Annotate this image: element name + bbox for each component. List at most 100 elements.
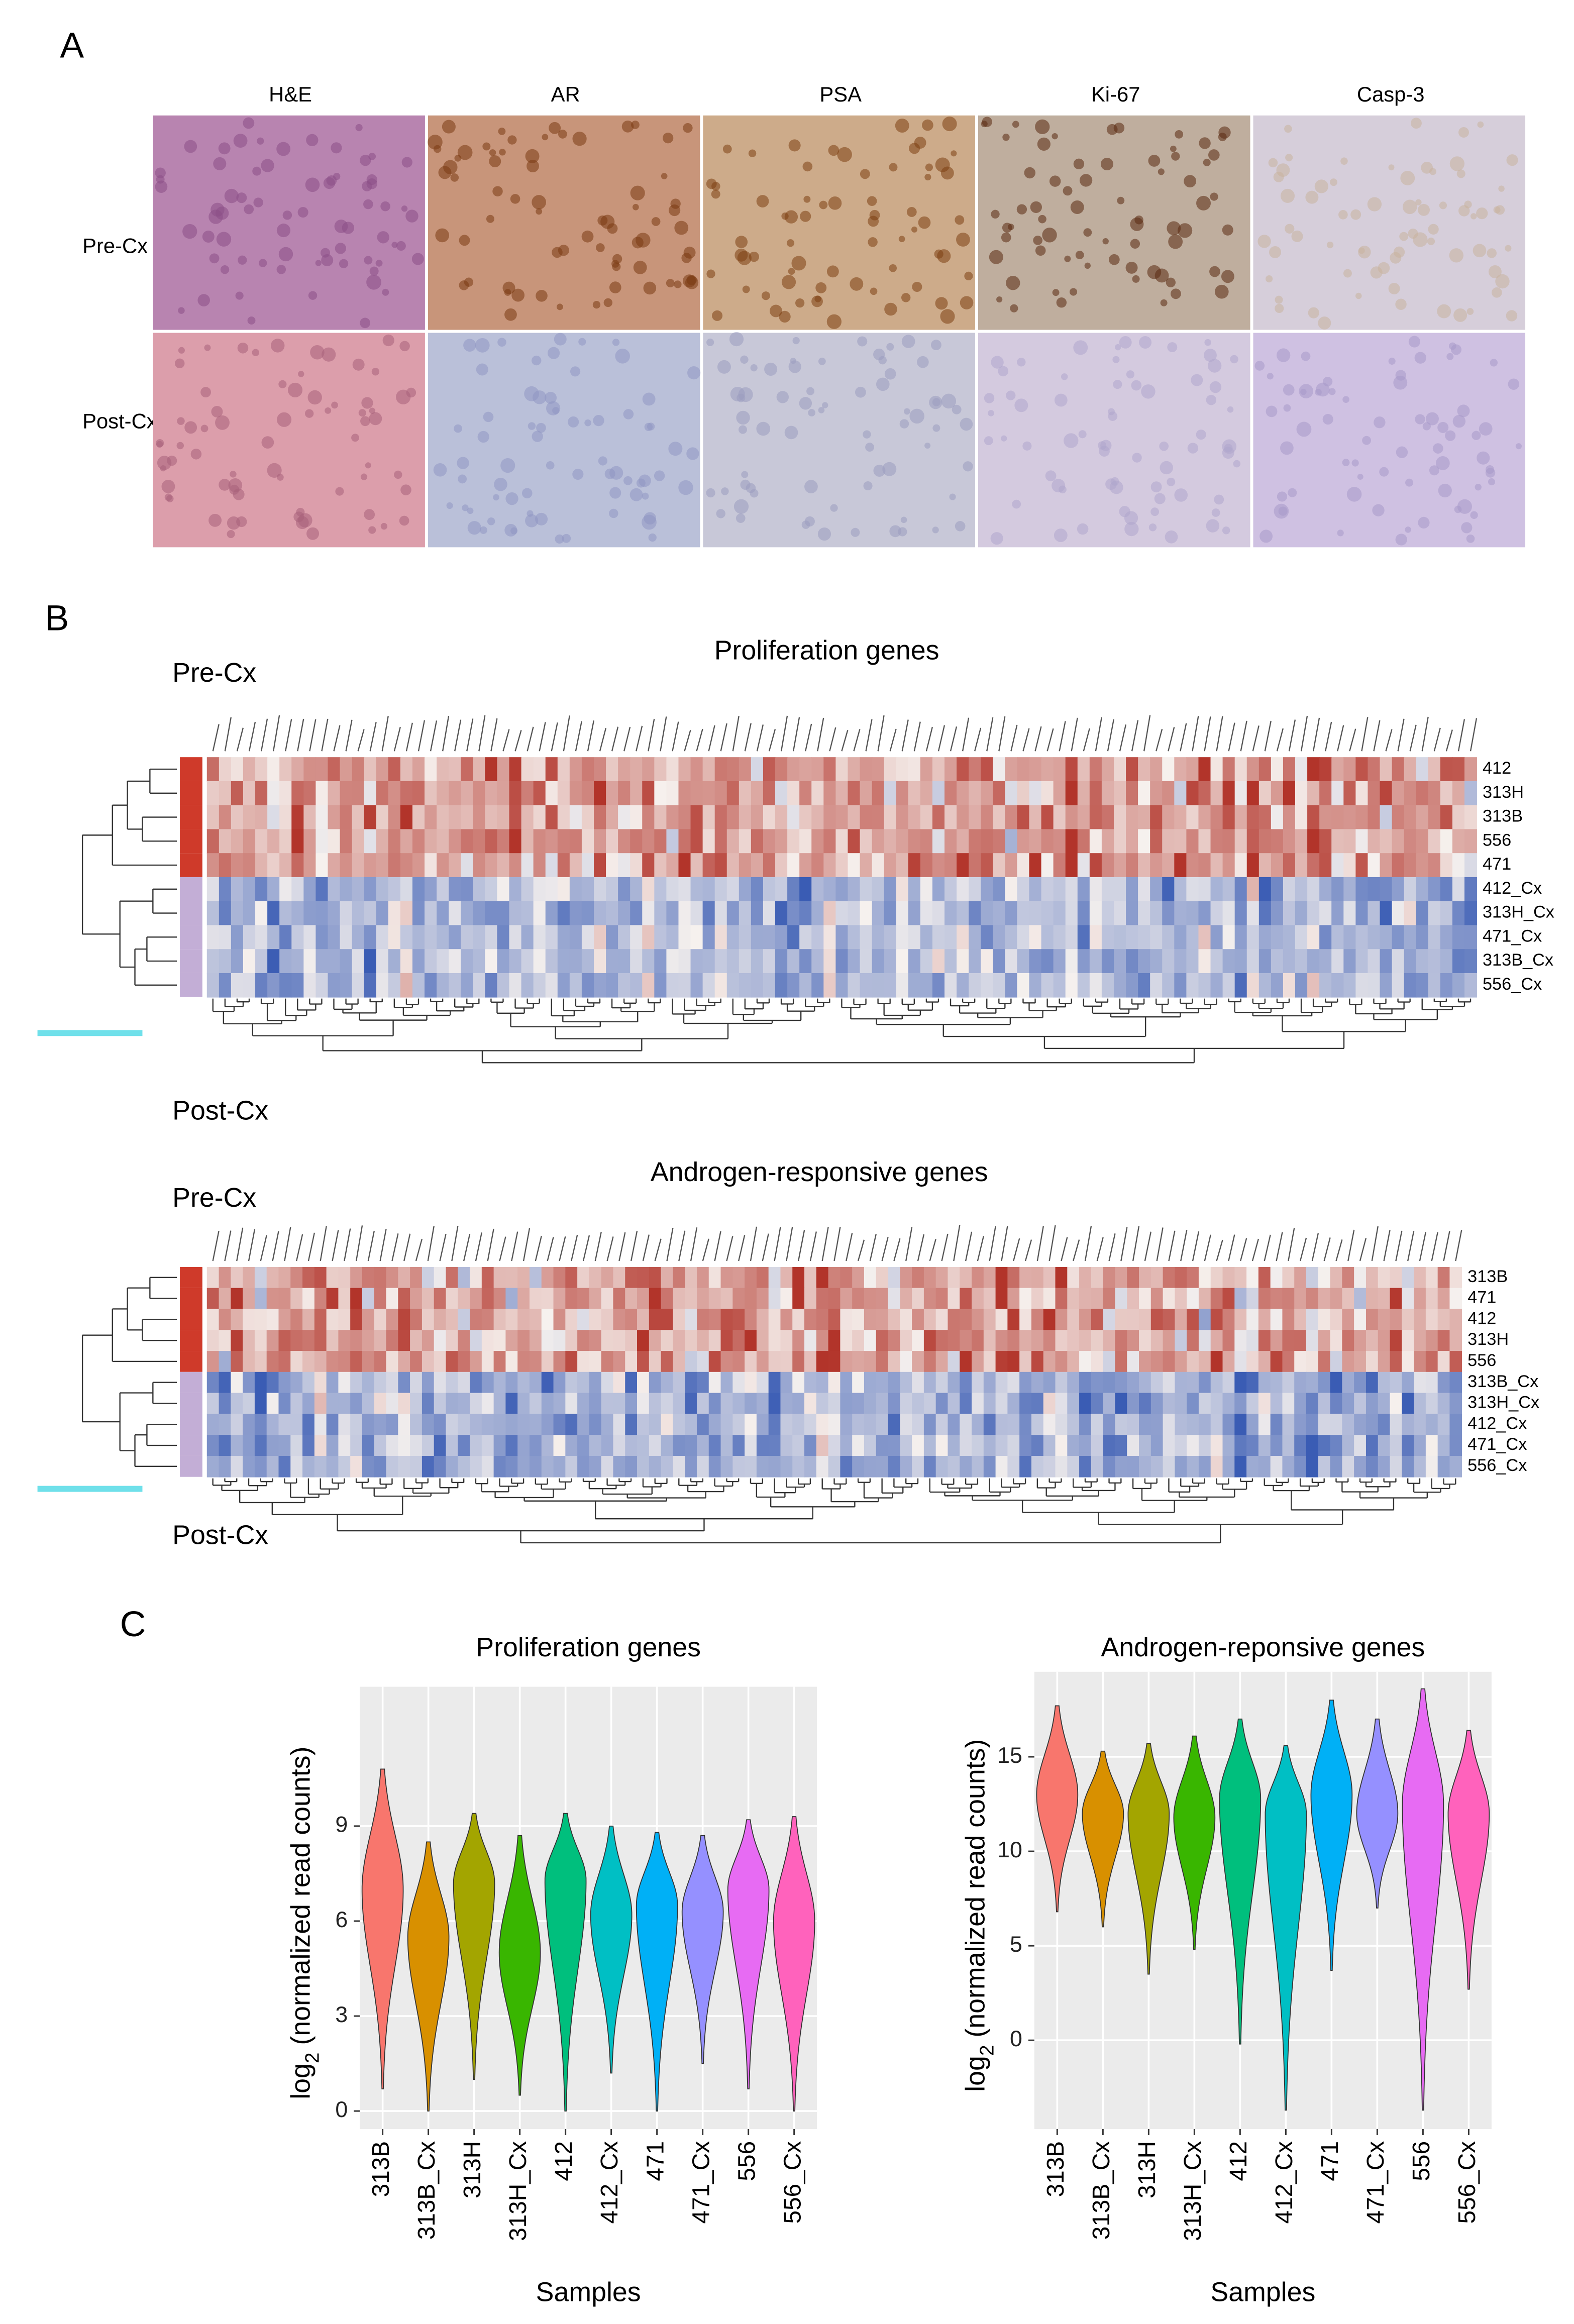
nucleus bbox=[568, 416, 579, 428]
nucleus bbox=[1466, 308, 1474, 315]
heatmap-cell bbox=[960, 1351, 972, 1372]
heatmap-cell bbox=[1271, 925, 1284, 950]
heatmap-cell bbox=[1294, 1371, 1307, 1394]
heatmap-cell bbox=[338, 1288, 351, 1310]
heatmap-cell bbox=[1319, 781, 1332, 806]
heatmap-cell bbox=[780, 1351, 793, 1372]
heatmap-cell bbox=[589, 1371, 602, 1394]
nucleus bbox=[633, 260, 647, 274]
gene-name-mark bbox=[563, 715, 570, 752]
heatmap-cell bbox=[908, 781, 921, 806]
heatmap-cell bbox=[362, 1351, 375, 1372]
heatmap-cell bbox=[1319, 757, 1332, 782]
nucleus bbox=[572, 468, 584, 480]
nucleus bbox=[804, 516, 815, 527]
heatmap-cell bbox=[422, 1266, 435, 1289]
heatmap-cell bbox=[840, 1393, 853, 1415]
heatmap-cell bbox=[581, 901, 594, 926]
heatmap-cell bbox=[1306, 1266, 1319, 1289]
heatmap-cell bbox=[278, 1414, 291, 1436]
nucleus bbox=[411, 253, 424, 265]
heatmap-cell bbox=[1053, 757, 1066, 782]
heatmap-cell bbox=[1187, 1393, 1199, 1415]
heatmap-cell bbox=[340, 949, 353, 974]
heatmap-cell bbox=[1246, 1371, 1259, 1394]
gene-name-mark bbox=[678, 1230, 686, 1261]
heatmap-cell bbox=[606, 853, 619, 878]
violin bbox=[590, 1825, 633, 2074]
heatmap-cell bbox=[533, 757, 546, 782]
heatmap-cell bbox=[517, 1371, 530, 1394]
heatmap-cell bbox=[1077, 901, 1090, 926]
heatmap-cell bbox=[923, 1351, 936, 1372]
heatmap-cell bbox=[400, 757, 413, 782]
nucleus bbox=[901, 335, 915, 348]
gene-name-mark bbox=[272, 715, 280, 752]
heatmap-cell bbox=[1355, 757, 1369, 782]
heatmap-cell bbox=[900, 1309, 912, 1331]
heatmap-cell bbox=[654, 781, 667, 806]
heatmap-cell bbox=[763, 901, 776, 926]
heatmap-cell bbox=[398, 1309, 411, 1331]
heatmap-cell bbox=[398, 1330, 411, 1351]
heatmap-cell bbox=[957, 901, 970, 926]
heatmap-cell bbox=[690, 757, 703, 782]
heatmap-cell bbox=[1437, 1414, 1450, 1436]
heatmap-cell bbox=[957, 877, 970, 902]
gene-name-mark bbox=[1276, 728, 1284, 752]
heatmap-cell bbox=[473, 949, 486, 974]
heatmap-cell bbox=[673, 1351, 686, 1372]
group-bar bbox=[180, 877, 202, 901]
heatmap-cell bbox=[661, 1414, 674, 1436]
heatmap-cell bbox=[1331, 781, 1344, 806]
gene-name-mark bbox=[974, 727, 982, 752]
column-header: Casp-3 bbox=[1357, 82, 1425, 106]
heatmap-cell bbox=[714, 781, 727, 806]
heatmap-cell bbox=[1174, 805, 1187, 830]
heatmap-cell bbox=[1270, 1414, 1283, 1436]
heatmap-cell bbox=[1053, 925, 1066, 950]
gene-name-mark bbox=[1013, 1238, 1020, 1261]
heatmap-cell bbox=[654, 949, 667, 974]
heatmap-cell bbox=[303, 949, 317, 974]
heatmap-cell bbox=[521, 805, 534, 830]
heatmap-cell bbox=[900, 1414, 912, 1436]
heatmap-cell bbox=[446, 1288, 459, 1310]
row-label: 313B_Cx bbox=[1467, 1372, 1538, 1391]
heatmap-cell bbox=[243, 757, 256, 782]
heatmap-cell bbox=[732, 1414, 745, 1436]
heatmap-cell bbox=[828, 1266, 841, 1289]
heatmap-cell bbox=[1115, 1371, 1128, 1394]
heatmap-cell bbox=[1404, 925, 1417, 950]
heatmap-cell bbox=[1392, 853, 1405, 878]
gene-name-mark bbox=[1095, 717, 1102, 752]
nucleus bbox=[1399, 232, 1409, 241]
nucleus bbox=[238, 255, 247, 265]
nucleus bbox=[900, 516, 907, 523]
heatmap-cell bbox=[1115, 1393, 1128, 1415]
heatmap-cell bbox=[932, 781, 945, 806]
heatmap-cell bbox=[267, 901, 280, 926]
heatmap-cell bbox=[780, 1266, 793, 1289]
heatmap-cell bbox=[1175, 1435, 1188, 1456]
heatmap-cell bbox=[1414, 1455, 1426, 1477]
heatmap-cell bbox=[1234, 877, 1247, 902]
heatmap-cell bbox=[852, 1330, 865, 1351]
heatmap-cell bbox=[1198, 781, 1211, 806]
heatmap-cell bbox=[972, 1288, 984, 1310]
heatmap-cell bbox=[1103, 1393, 1116, 1415]
heatmap-cell bbox=[352, 829, 365, 854]
heatmap-cell bbox=[328, 829, 341, 854]
nucleus bbox=[955, 215, 965, 225]
heatmap-cell bbox=[923, 1309, 936, 1331]
nucleus bbox=[454, 154, 462, 162]
heatmap-cell bbox=[314, 1435, 327, 1456]
gene-name-mark bbox=[427, 1226, 435, 1261]
heatmap-cell bbox=[1440, 877, 1453, 902]
nucleus bbox=[609, 487, 621, 499]
heatmap-cell bbox=[521, 973, 534, 998]
heatmap-cell bbox=[726, 853, 740, 878]
nucleus bbox=[1131, 380, 1142, 391]
heatmap-cell bbox=[811, 757, 824, 782]
heatmap-cell bbox=[1355, 901, 1369, 926]
